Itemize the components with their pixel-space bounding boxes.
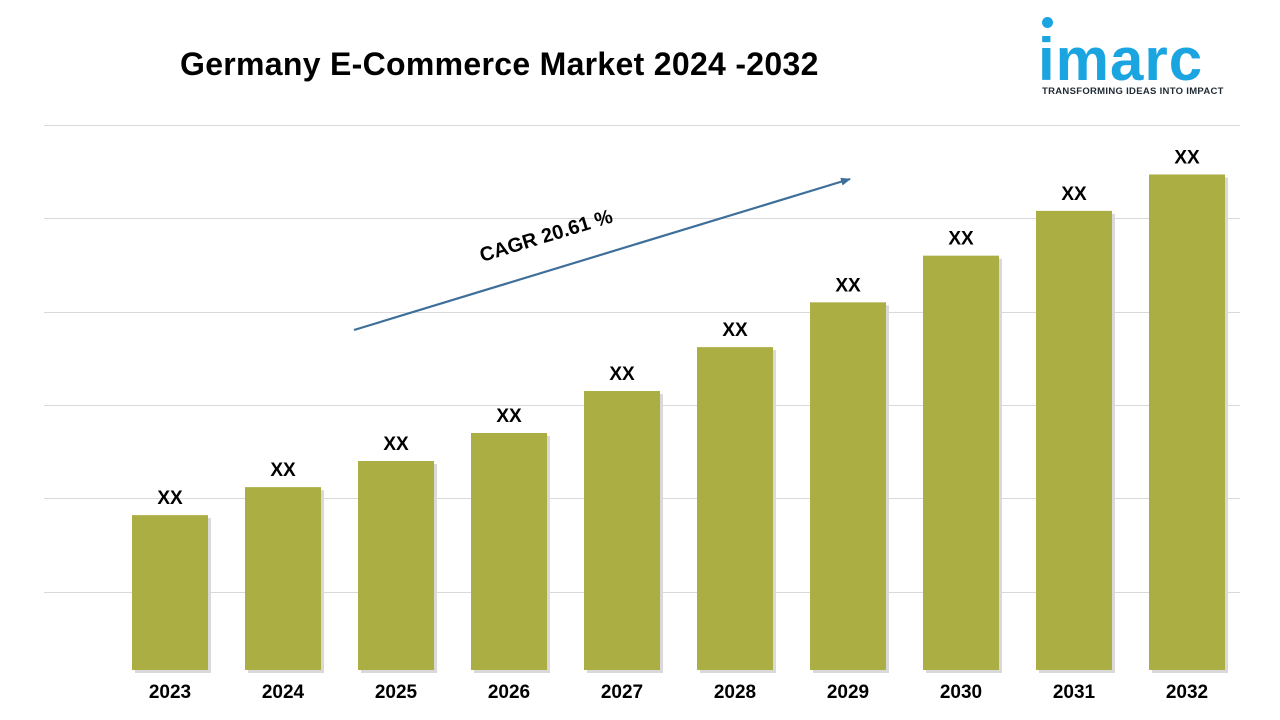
x-tick-label-2028: 2028 [714, 682, 756, 703]
logo-dot-icon [1042, 17, 1053, 28]
bar-2027 [584, 391, 660, 670]
bar-2025 [358, 461, 434, 670]
value-label-2031: XX [1061, 184, 1087, 205]
x-tick-label-2026: 2026 [488, 682, 530, 703]
value-label-2030: XX [948, 229, 974, 250]
chart-title: Germany E-Commerce Market 2024 -2032 [180, 46, 819, 82]
value-label-2028: XX [722, 320, 748, 341]
value-label-2026: XX [496, 406, 522, 427]
bars [132, 174, 1228, 673]
bar-2024 [245, 487, 321, 670]
bar-2032 [1149, 174, 1225, 670]
value-label-2024: XX [270, 460, 296, 481]
x-tick-label-2029: 2029 [827, 682, 869, 703]
bar-2026 [471, 433, 547, 670]
cagr-arrow [353, 177, 851, 332]
x-tick-label-2032: 2032 [1166, 682, 1208, 703]
x-tick-label-2027: 2027 [601, 682, 643, 703]
cagr-annotation: CAGR 20.61 % [353, 177, 851, 332]
x-tick-labels: 2023 2024 2025 2026 2027 2028 2029 2030 2031 2032 [149, 682, 1208, 703]
logo-wordmark: imarc [1038, 26, 1204, 93]
bar-2031 [1036, 210, 1112, 670]
x-tick-label-2023: 2023 [149, 682, 191, 703]
x-tick-label-2030: 2030 [940, 682, 982, 703]
x-tick-label-2024: 2024 [262, 682, 305, 703]
value-label-2023: XX [157, 488, 183, 509]
bar-2030 [923, 255, 999, 670]
bar-2029 [810, 302, 886, 670]
value-labels: XX XX XX XX XX XX XX XX XX XX [157, 147, 1200, 509]
value-label-2025: XX [383, 434, 409, 455]
x-tick-label-2031: 2031 [1053, 682, 1096, 703]
logo-tagline: TRANSFORMING IDEAS INTO IMPACT [1042, 86, 1224, 97]
bar-2023 [132, 515, 208, 670]
bar-2028 [697, 347, 773, 670]
value-label-2029: XX [835, 275, 861, 296]
value-label-2027: XX [609, 364, 635, 385]
value-label-2032: XX [1174, 147, 1200, 168]
imarc-logo: imarc TRANSFORMING IDEAS INTO IMPACT [1038, 12, 1238, 102]
x-tick-label-2025: 2025 [375, 682, 418, 703]
